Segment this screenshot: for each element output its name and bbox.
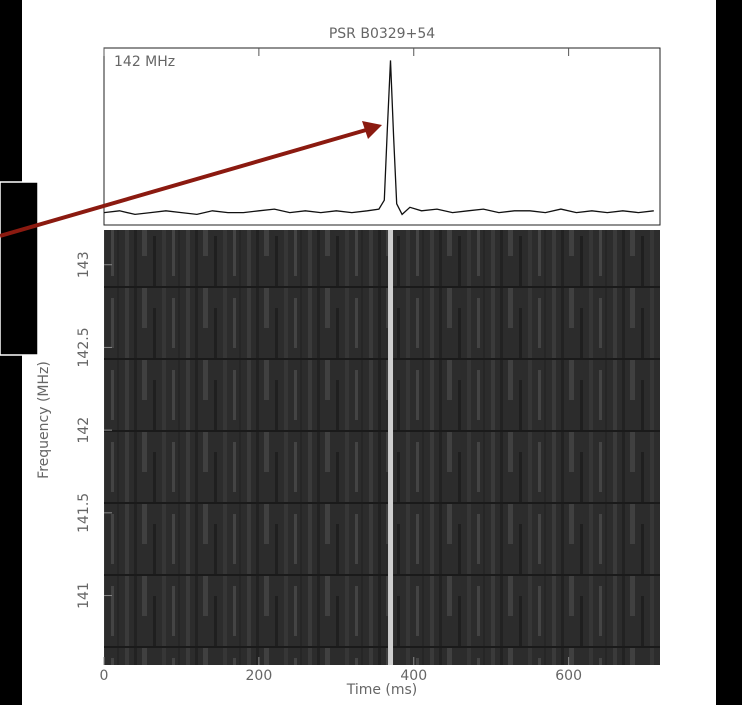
y-tick-label: 143 xyxy=(76,251,92,278)
profile-line xyxy=(103,60,654,216)
y-axis-label: Frequency (MHz) xyxy=(36,361,52,479)
dynamic-spectrum xyxy=(104,230,660,665)
side-box xyxy=(0,181,39,356)
x-axis-label: Time (ms) xyxy=(346,682,418,698)
x-tick-label: 400 xyxy=(400,668,427,684)
pulse-stripe xyxy=(388,230,394,665)
profile-frame xyxy=(103,47,661,226)
x-tick-label: 600 xyxy=(555,668,582,684)
y-tick-label: 142.5 xyxy=(76,327,92,367)
arrow xyxy=(0,128,367,238)
marks: 0 200 400 600 141 141.5 142 142.5 143 xyxy=(76,48,654,684)
chart-title: PSR B0329+54 xyxy=(329,26,435,42)
annotation: 142 MHz xyxy=(114,54,175,70)
y-tick-label: 141.5 xyxy=(76,493,92,533)
y-tick-label: 141 xyxy=(76,582,92,609)
x-tick-label: 0 xyxy=(100,668,109,684)
y-tick-label: 142 xyxy=(76,417,92,444)
arrow-head xyxy=(362,121,382,139)
x-tick-label: 200 xyxy=(246,668,273,684)
